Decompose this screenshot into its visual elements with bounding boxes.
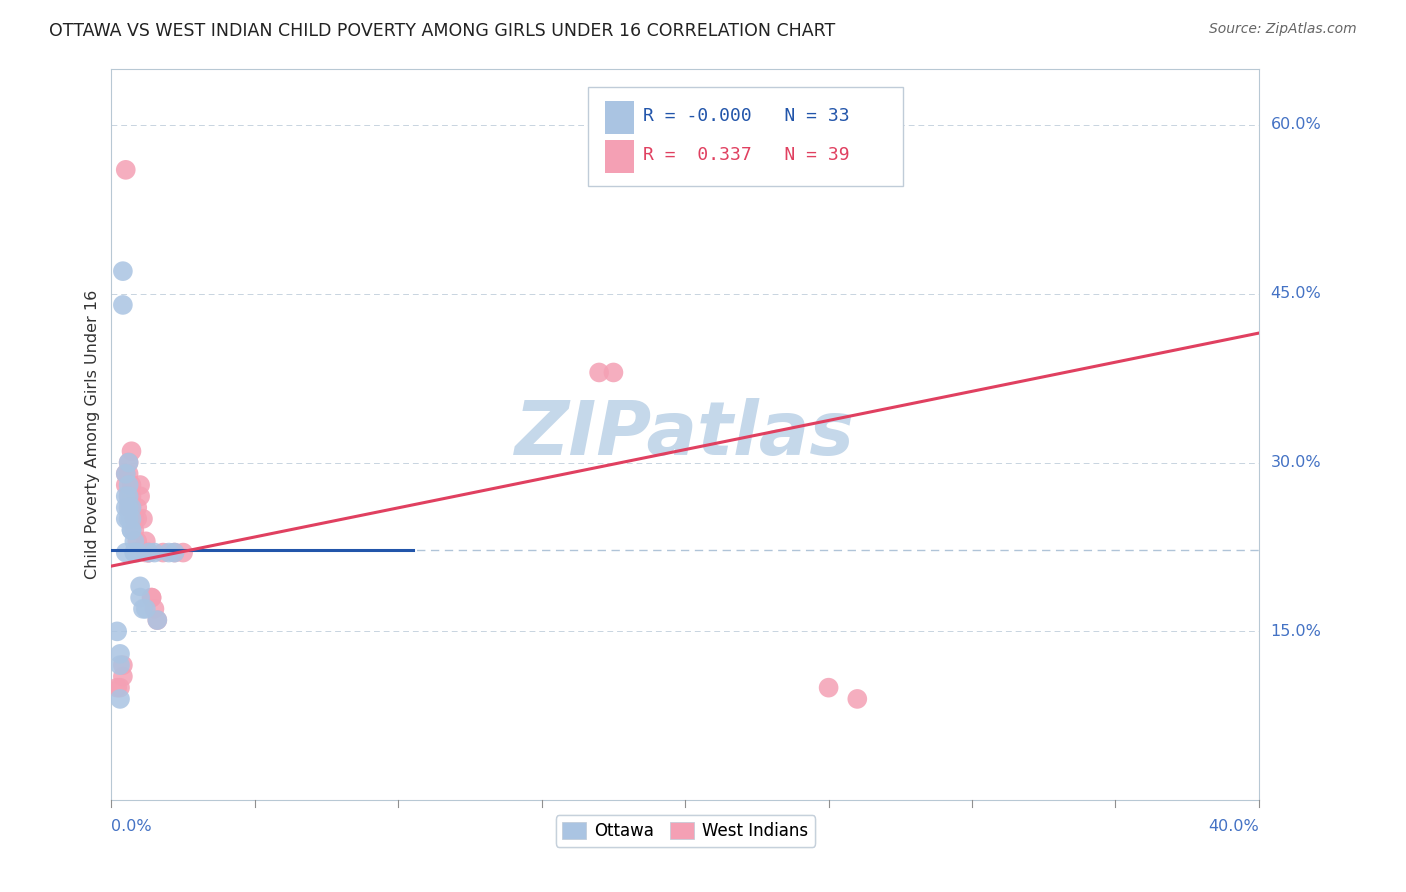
Point (163, 545, 186, 559)
Point (143, 602, 166, 616)
Text: Source: ZipAtlas.com: Source: ZipAtlas.com (1209, 22, 1357, 37)
Point (135, 602, 157, 616)
Point (135, 545, 157, 559)
Point (114, 545, 136, 559)
Text: 0.0%: 0.0% (111, 819, 152, 833)
Point (121, 500, 143, 515)
Point (124, 512, 146, 526)
Point (132, 512, 155, 526)
Point (114, 467, 136, 481)
Point (108, 658, 131, 673)
Point (121, 489, 143, 503)
Point (135, 534, 157, 549)
Point (114, 489, 136, 503)
FancyBboxPatch shape (605, 140, 634, 173)
Point (117, 512, 139, 526)
Point (121, 512, 143, 526)
Point (588, 366, 610, 380)
Point (152, 545, 174, 559)
Point (163, 545, 186, 559)
Point (138, 545, 160, 559)
Text: OTTAWA VS WEST INDIAN CHILD POVERTY AMONG GIRLS UNDER 16 CORRELATION CHART: OTTAWA VS WEST INDIAN CHILD POVERTY AMON… (49, 22, 835, 40)
Point (121, 523, 143, 537)
Point (108, 681, 131, 695)
Text: 15.0%: 15.0% (1271, 624, 1322, 639)
Point (124, 534, 146, 549)
Point (846, 692, 869, 706)
Point (105, 624, 128, 639)
Point (129, 478, 152, 492)
Point (121, 500, 143, 515)
Point (146, 613, 169, 627)
Point (111, 264, 134, 278)
Point (105, 681, 128, 695)
Point (124, 512, 146, 526)
Point (143, 545, 166, 559)
Point (127, 512, 149, 526)
Text: 60.0%: 60.0% (1271, 118, 1322, 132)
Point (129, 591, 152, 605)
Point (124, 545, 146, 559)
Point (114, 500, 136, 515)
Point (146, 613, 169, 627)
Point (602, 366, 624, 380)
Point (111, 298, 134, 312)
Point (117, 478, 139, 492)
Point (817, 681, 839, 695)
Point (132, 602, 155, 616)
Point (114, 467, 136, 481)
Text: ZIPatlas: ZIPatlas (515, 398, 855, 471)
Point (127, 545, 149, 559)
Point (117, 456, 139, 470)
Point (121, 478, 143, 492)
Point (111, 669, 134, 683)
Point (108, 692, 131, 706)
Point (108, 647, 131, 661)
Point (117, 489, 139, 503)
Point (141, 591, 163, 605)
Point (124, 545, 146, 559)
Point (157, 545, 180, 559)
Point (141, 591, 163, 605)
Text: R =  0.337   N = 39: R = 0.337 N = 39 (643, 146, 849, 164)
Point (127, 534, 149, 549)
FancyBboxPatch shape (605, 102, 634, 135)
Point (117, 467, 139, 481)
Point (114, 478, 136, 492)
FancyBboxPatch shape (588, 87, 903, 186)
Point (129, 579, 152, 593)
Point (138, 545, 160, 559)
Point (117, 500, 139, 515)
Point (121, 523, 143, 537)
Y-axis label: Child Poverty Among Girls Under 16: Child Poverty Among Girls Under 16 (86, 290, 100, 579)
Point (117, 456, 139, 470)
Point (111, 658, 134, 673)
Text: 30.0%: 30.0% (1271, 455, 1322, 470)
Text: R = -0.000   N = 33: R = -0.000 N = 33 (643, 107, 849, 125)
Point (127, 500, 149, 515)
Point (121, 444, 143, 458)
Text: 45.0%: 45.0% (1271, 286, 1322, 301)
Text: 40.0%: 40.0% (1208, 819, 1258, 833)
Point (172, 545, 194, 559)
Legend: Ottawa, West Indians: Ottawa, West Indians (555, 815, 815, 847)
Point (117, 500, 139, 515)
Point (114, 162, 136, 177)
Point (124, 523, 146, 537)
Point (129, 489, 152, 503)
Point (138, 545, 160, 559)
Point (114, 512, 136, 526)
Point (117, 489, 139, 503)
